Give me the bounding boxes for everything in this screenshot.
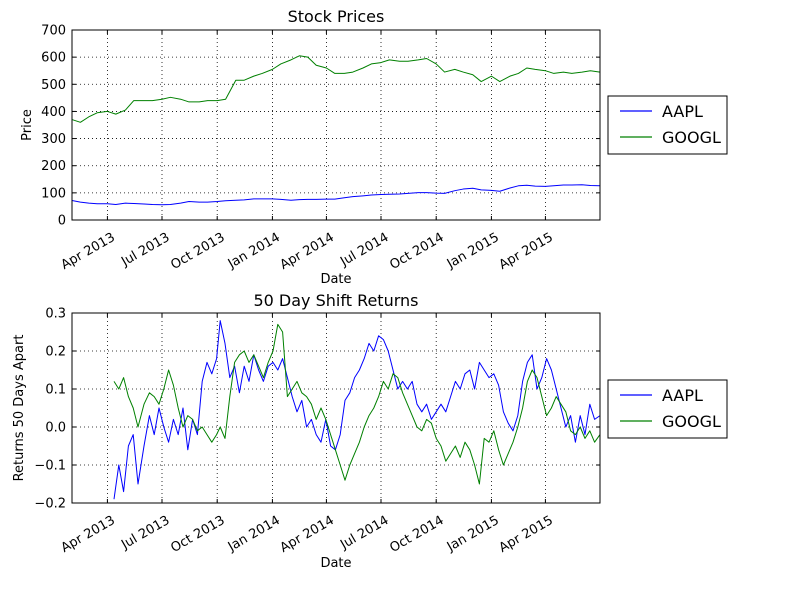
y-tick-label: 0 — [58, 214, 66, 229]
x-axis-label: Date — [320, 556, 351, 571]
y-tick-label: 100 — [41, 186, 66, 201]
y-tick-label: 400 — [41, 105, 66, 120]
x-tick-label: Jul 2014 — [337, 230, 391, 270]
series-line-aapl — [113, 320, 601, 500]
y-tick-label: −0.2 — [34, 497, 66, 512]
legend-label-googl: GOOGL — [662, 128, 721, 147]
y-axis-label: Price — [20, 109, 35, 141]
x-tick-label: Oct 2014 — [387, 230, 446, 273]
y-axis-label: Returns 50 Days Apart — [12, 335, 27, 482]
y-tick-label: 0.3 — [45, 307, 66, 322]
x-tick-label: Oct 2013 — [168, 513, 227, 556]
y-tick-label: 600 — [41, 51, 66, 66]
y-tick-label: 200 — [41, 159, 66, 174]
series-line-googl — [71, 55, 601, 123]
x-tick-label: Oct 2014 — [387, 513, 446, 556]
legend-label-aapl: AAPL — [662, 386, 703, 405]
chart-title: Stock Prices — [288, 7, 385, 26]
legend: AAPL GOOGL — [607, 95, 728, 155]
x-tick-label: Jul 2013 — [118, 230, 172, 270]
y-tick-label: −0.1 — [34, 459, 66, 474]
x-tick-label: Apr 2013 — [59, 230, 118, 273]
legend: AAPL GOOGL — [607, 379, 728, 439]
y-tick-label: 0.0 — [45, 421, 66, 436]
legend-box — [607, 95, 728, 155]
x-tick-label: Jan 2014 — [225, 230, 283, 272]
y-tick-label: 300 — [41, 132, 66, 147]
x-tick-label: Jan 2014 — [225, 513, 283, 555]
plot-area — [72, 30, 600, 220]
y-tick-label: 0.2 — [45, 345, 66, 360]
y-tick-label: 700 — [41, 24, 66, 39]
x-tick-label: Apr 2014 — [278, 230, 337, 273]
chart-title: 50 Day Shift Returns — [253, 291, 418, 310]
series-line-aapl — [71, 184, 601, 206]
axes-frame — [71, 29, 601, 221]
series-line-googl — [113, 323, 601, 485]
x-tick-label: Apr 2015 — [497, 230, 556, 273]
x-tick-label: Jul 2013 — [118, 513, 172, 553]
x-tick-label: Apr 2014 — [278, 513, 337, 556]
legend-label-googl: GOOGL — [662, 412, 721, 431]
x-tick-label: Oct 2013 — [168, 230, 227, 273]
x-tick-label: Jan 2015 — [444, 513, 502, 555]
x-axis-label: Date — [320, 272, 351, 287]
y-tick-label: 0.1 — [45, 383, 66, 398]
x-tick-label: Apr 2015 — [497, 513, 556, 556]
x-tick-label: Jul 2014 — [337, 513, 391, 553]
plot-area — [72, 313, 600, 503]
axes-frame — [71, 312, 601, 504]
y-tick-label: 500 — [41, 78, 66, 93]
legend-label-aapl: AAPL — [662, 102, 703, 121]
x-tick-label: Jan 2015 — [444, 230, 502, 272]
legend-box — [607, 379, 728, 439]
x-tick-label: Apr 2013 — [59, 513, 118, 556]
